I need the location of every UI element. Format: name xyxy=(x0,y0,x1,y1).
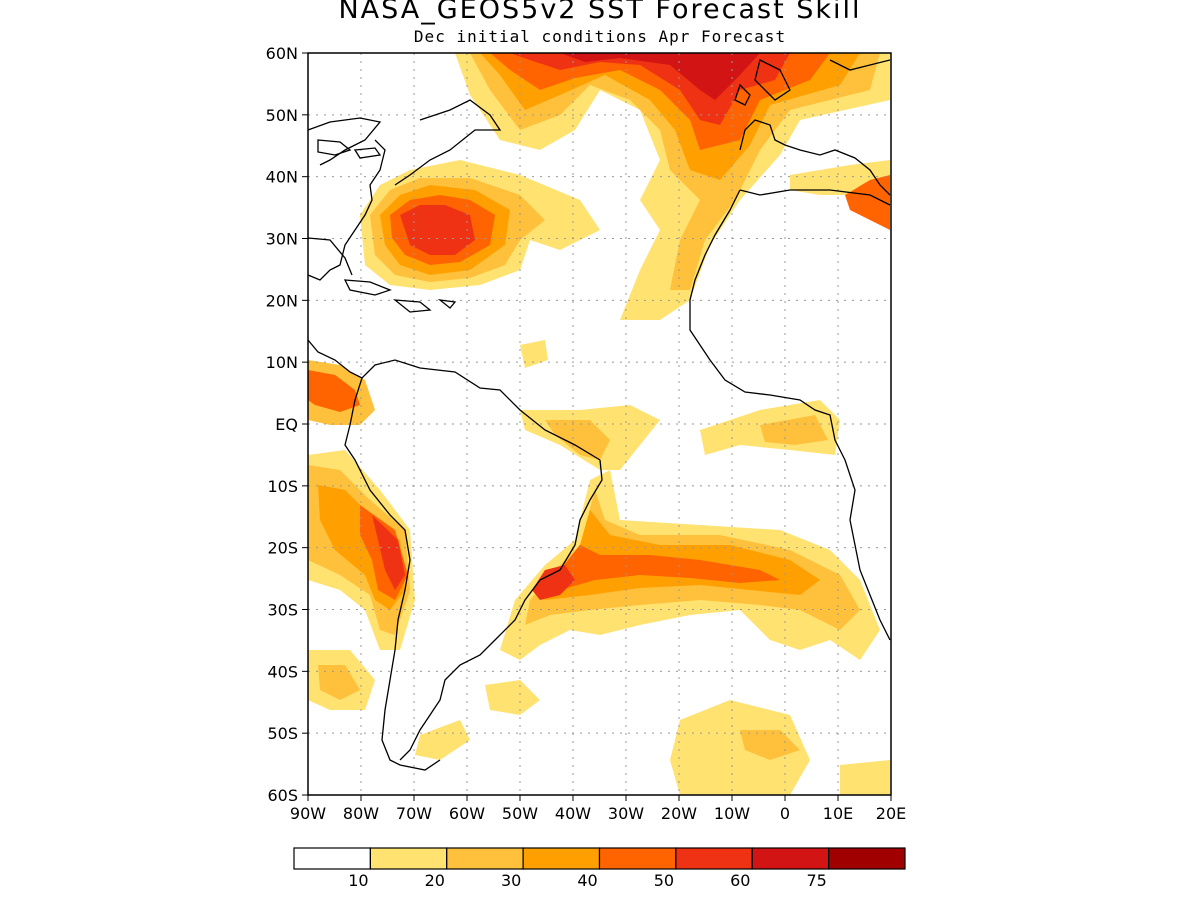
lon-tick-label: 20E xyxy=(876,804,906,823)
central-america-coast xyxy=(308,339,601,461)
colorbar-swatch xyxy=(293,847,371,870)
skill-region xyxy=(470,53,880,290)
lon-tick-label: 10E xyxy=(823,804,853,823)
colorbar-label: 50 xyxy=(654,871,674,890)
north-america-coast xyxy=(308,99,502,276)
lat-tick-label: 60N xyxy=(266,44,298,63)
skill-region xyxy=(840,760,890,795)
colorbar: 10 20 30 40 50 60 75 xyxy=(293,847,906,890)
colorbar-label: 75 xyxy=(806,871,826,890)
skill-region xyxy=(845,175,890,230)
skill-region xyxy=(400,205,475,255)
lat-tick-label: 50N xyxy=(266,106,298,125)
colorbar-swatch xyxy=(369,847,448,870)
lat-tick-label: 50S xyxy=(267,724,298,743)
lat-tick-label: 20N xyxy=(266,291,298,310)
lat-tick-label: 20S xyxy=(267,539,298,558)
lat-tick-label: 10N xyxy=(266,353,298,372)
lon-tick-label: 10W xyxy=(714,804,750,823)
colorbar-label: 40 xyxy=(577,871,597,890)
skill-region xyxy=(520,340,548,368)
lat-tick-label: 40N xyxy=(266,168,298,187)
africa-coast xyxy=(689,189,891,641)
lon-tick-label: 40W xyxy=(555,804,591,823)
south-america-coast xyxy=(344,377,441,771)
north-america-coast xyxy=(308,117,386,281)
great-lakes xyxy=(317,139,382,159)
colorbar-label: 20 xyxy=(425,871,445,890)
lon-tick-label: 70W xyxy=(396,804,432,823)
skill-region xyxy=(760,415,828,445)
lat-tick-label: EQ xyxy=(275,415,298,434)
lat-tick-label: 10S xyxy=(267,477,298,496)
skill-region xyxy=(545,420,610,460)
lon-tick-label: 20W xyxy=(661,804,697,823)
caribbean-islands xyxy=(343,279,457,313)
europe-coast xyxy=(734,59,891,196)
coastlines xyxy=(308,59,891,771)
skill-region xyxy=(318,665,360,700)
colorbar-swatch xyxy=(828,847,906,870)
lon-tick-label: 50W xyxy=(502,804,538,823)
lat-tick-label: 60S xyxy=(267,786,298,805)
skill-region xyxy=(485,680,540,715)
lat-tick-label: 30S xyxy=(267,601,298,620)
colorbar-label: 10 xyxy=(348,871,368,890)
skill-region xyxy=(532,565,575,600)
map-title: NASA_GEOS5v2 SST Forecast Skill xyxy=(338,0,862,25)
lon-tick-label: 90W xyxy=(290,804,326,823)
skill-shading xyxy=(308,53,890,795)
lat-tick-label: 30N xyxy=(266,230,298,249)
lon-tick-label: 30W xyxy=(608,804,644,823)
map-axes: 90W 80W 70W 60W 50W 40W 30W 20W 10W 0 10E 20E 60N 50N… xyxy=(266,44,907,823)
skill-region xyxy=(415,720,470,760)
map-subtitle: Dec initial conditions Apr Forecast xyxy=(413,27,787,46)
south-america-coast xyxy=(399,459,603,761)
lon-tick-label: 60W xyxy=(449,804,485,823)
colorbar-swatch xyxy=(522,847,601,870)
skill-region xyxy=(670,700,810,795)
lat-tick-label: 40S xyxy=(267,662,298,681)
skill-region xyxy=(560,53,760,100)
colorbar-swatch xyxy=(598,847,677,870)
colorbar-label: 60 xyxy=(730,871,750,890)
colorbar-swatch xyxy=(446,847,524,870)
lon-tick-label: 80W xyxy=(343,804,379,823)
skill-region xyxy=(740,730,800,760)
skill-region xyxy=(308,370,360,412)
skill-region xyxy=(545,545,780,590)
skill-region xyxy=(372,515,405,590)
colorbar-swatch xyxy=(675,847,753,870)
lon-tick-label: 0 xyxy=(780,804,790,823)
colorbar-swatch xyxy=(751,847,830,870)
colorbar-label: 30 xyxy=(501,871,521,890)
